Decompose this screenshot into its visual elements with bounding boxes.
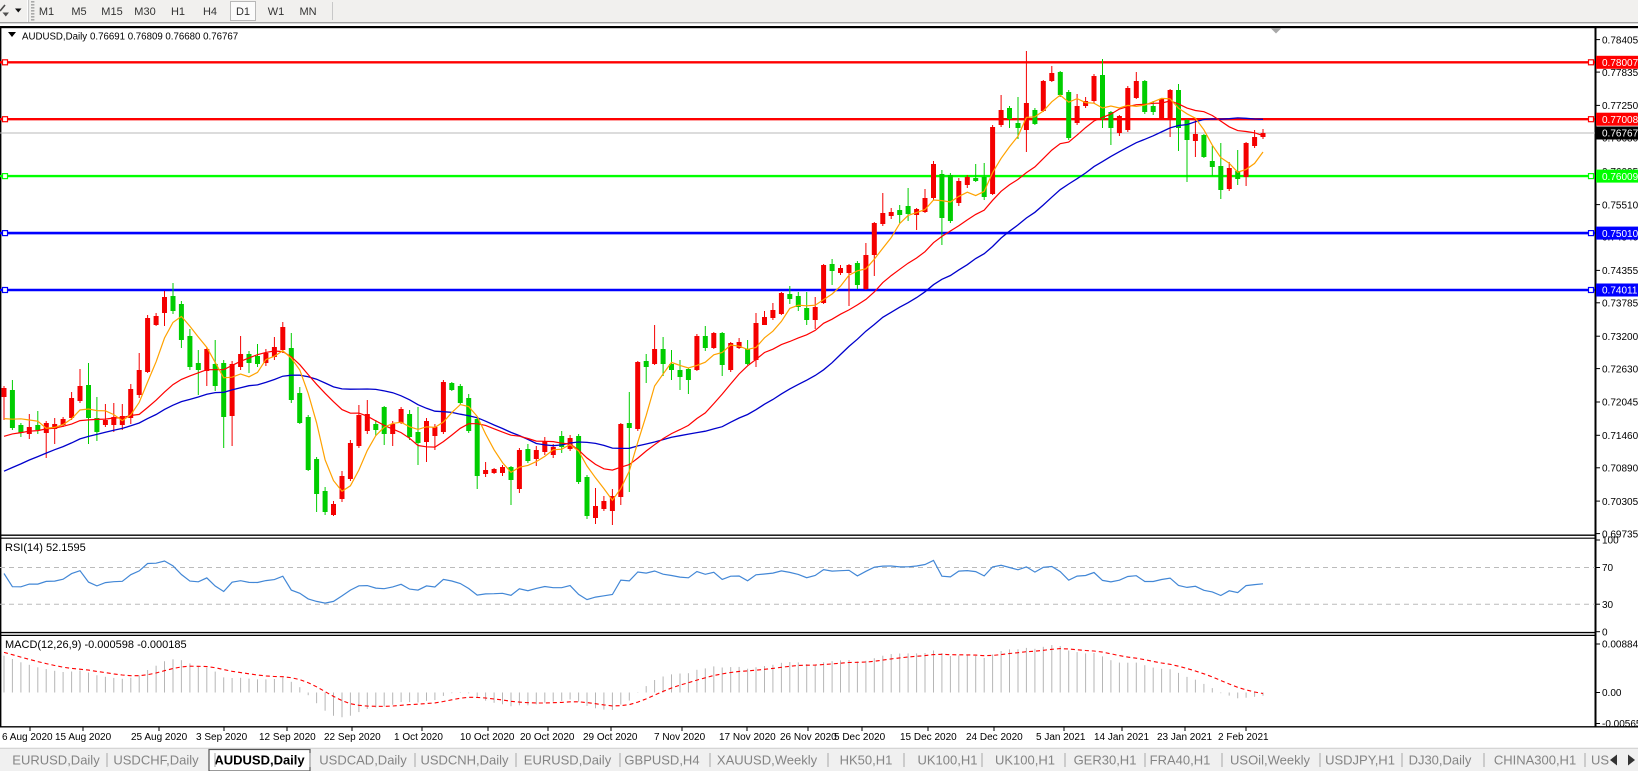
svg-text:AUDUSD,Daily: AUDUSD,Daily (214, 753, 305, 768)
svg-text:17 Nov 2020: 17 Nov 2020 (719, 732, 776, 743)
svg-text:USDCNH,Daily: USDCNH,Daily (420, 753, 509, 768)
svg-text:10 Oct 2020: 10 Oct 2020 (460, 732, 515, 743)
svg-text:0.72630: 0.72630 (1602, 364, 1638, 375)
svg-text:0: 0 (1602, 627, 1608, 638)
svg-text:100: 100 (1602, 536, 1619, 547)
svg-text:M30: M30 (134, 6, 155, 18)
svg-text:1 Oct 2020: 1 Oct 2020 (394, 732, 443, 743)
svg-text:0.76691 0.76809 0.76680 0.7676: 0.76691 0.76809 0.76680 0.76767 (90, 32, 238, 43)
svg-text:0.77835: 0.77835 (1602, 68, 1638, 79)
svg-text:6 Aug 2020: 6 Aug 2020 (2, 732, 53, 743)
svg-text:0.73785: 0.73785 (1602, 299, 1638, 310)
svg-text:EURUSD,Daily: EURUSD,Daily (12, 753, 100, 768)
svg-text:CHINA300,H1: CHINA300,H1 (1494, 753, 1576, 768)
svg-text:24 Dec 2020: 24 Dec 2020 (966, 732, 1023, 743)
svg-text:29 Oct 2020: 29 Oct 2020 (583, 732, 638, 743)
svg-text:GBPUSD,H4: GBPUSD,H4 (624, 753, 699, 768)
svg-text:XAUUSD,Weekly: XAUUSD,Weekly (717, 753, 818, 768)
svg-text:US: US (1591, 753, 1609, 768)
svg-text:0.76009: 0.76009 (1602, 172, 1638, 183)
svg-text:0.74355: 0.74355 (1602, 266, 1638, 277)
svg-text:3 Sep 2020: 3 Sep 2020 (196, 732, 248, 743)
svg-text:25 Aug 2020: 25 Aug 2020 (131, 732, 188, 743)
svg-text:FRA40,H1: FRA40,H1 (1150, 753, 1211, 768)
svg-text:7 Nov 2020: 7 Nov 2020 (654, 732, 706, 743)
svg-text:0.70890: 0.70890 (1602, 464, 1638, 475)
svg-text:0.71460: 0.71460 (1602, 431, 1638, 442)
svg-text:20 Oct 2020: 20 Oct 2020 (520, 732, 575, 743)
svg-text:HK50,H1: HK50,H1 (840, 753, 893, 768)
svg-text:D1: D1 (236, 6, 250, 18)
svg-text:W1: W1 (268, 6, 285, 18)
svg-text:RSI(14) 52.1595: RSI(14) 52.1595 (5, 542, 86, 554)
svg-text:0.74011: 0.74011 (1602, 286, 1638, 297)
svg-text:0.75010: 0.75010 (1602, 229, 1638, 240)
svg-text:UK100,H1: UK100,H1 (918, 753, 978, 768)
svg-text:5 Dec 2020: 5 Dec 2020 (834, 732, 886, 743)
svg-text:0.72045: 0.72045 (1602, 398, 1638, 409)
svg-text:USDJPY,H1: USDJPY,H1 (1325, 753, 1395, 768)
svg-text:30: 30 (1602, 600, 1614, 611)
svg-text:GER30,H1: GER30,H1 (1074, 753, 1137, 768)
svg-text:0.78405: 0.78405 (1602, 35, 1638, 46)
svg-text:0.70305: 0.70305 (1602, 497, 1638, 508)
svg-text:0.00: 0.00 (1602, 688, 1622, 699)
svg-text:H4: H4 (203, 6, 217, 18)
svg-text:22 Sep 2020: 22 Sep 2020 (324, 732, 381, 743)
svg-text:0.00884: 0.00884 (1602, 640, 1638, 651)
svg-text:M5: M5 (71, 6, 86, 18)
svg-text:M15: M15 (101, 6, 122, 18)
svg-text:23 Jan 2021: 23 Jan 2021 (1157, 732, 1212, 743)
svg-text:MACD(12,26,9) -0.000598 -0.000: MACD(12,26,9) -0.000598 -0.000185 (5, 639, 187, 651)
svg-text:0.78007: 0.78007 (1602, 58, 1638, 69)
svg-text:15 Dec 2020: 15 Dec 2020 (900, 732, 957, 743)
svg-text:2 Feb 2021: 2 Feb 2021 (1218, 732, 1269, 743)
svg-text:0.77250: 0.77250 (1602, 101, 1638, 112)
svg-text:-0.00565: -0.00565 (1602, 719, 1638, 730)
svg-text:0.69735: 0.69735 (1602, 529, 1638, 540)
svg-text:70: 70 (1602, 563, 1614, 574)
svg-text:0.75510: 0.75510 (1602, 200, 1638, 211)
svg-text:0.76767: 0.76767 (1602, 129, 1638, 140)
svg-text:USOil,Weekly: USOil,Weekly (1230, 753, 1310, 768)
svg-text:DJ30,Daily: DJ30,Daily (1409, 753, 1472, 768)
svg-text:USDCHF,Daily: USDCHF,Daily (113, 753, 199, 768)
svg-text:0.77008: 0.77008 (1602, 115, 1638, 126)
svg-text:MN: MN (299, 6, 316, 18)
svg-text:EURUSD,Daily: EURUSD,Daily (524, 753, 612, 768)
svg-text:15 Aug 2020: 15 Aug 2020 (55, 732, 112, 743)
svg-text:5 Jan 2021: 5 Jan 2021 (1036, 732, 1086, 743)
svg-text:26 Nov 2020: 26 Nov 2020 (780, 732, 837, 743)
svg-text:AUDUSD,Daily: AUDUSD,Daily (22, 32, 87, 43)
svg-text:USDCAD,Daily: USDCAD,Daily (319, 753, 407, 768)
svg-text:M1: M1 (39, 6, 54, 18)
svg-text:0.73200: 0.73200 (1602, 332, 1638, 343)
svg-text:14 Jan 2021: 14 Jan 2021 (1094, 732, 1149, 743)
svg-text:UK100,H1: UK100,H1 (995, 753, 1055, 768)
svg-text:H1: H1 (171, 6, 185, 18)
svg-text:12 Sep 2020: 12 Sep 2020 (259, 732, 316, 743)
